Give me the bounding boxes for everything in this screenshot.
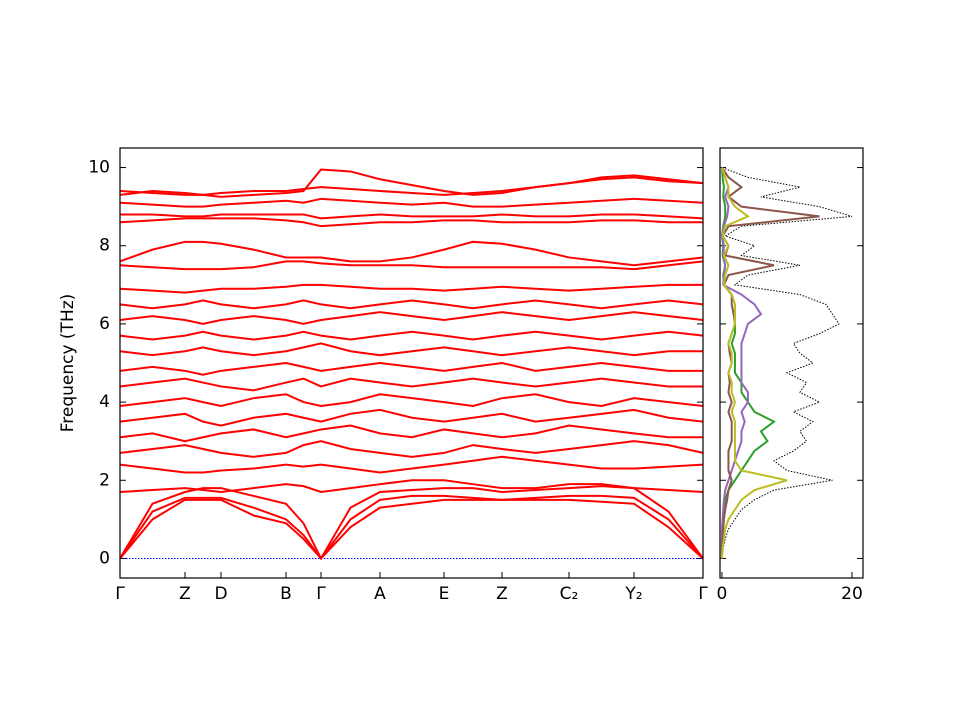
x-tick-label: E [439,584,450,604]
y-tick-label: 10 [88,158,110,178]
x-tick-label: Z [496,584,508,604]
x-tick-label: Z [179,584,191,604]
x-tick-label: Γ [115,584,125,604]
y-tick-label: 8 [99,236,110,256]
series-line [120,393,703,408]
series-line [120,197,703,208]
y-tick-label: 4 [99,392,110,412]
series-line [120,299,703,310]
x-tick-label: Γ [698,584,708,604]
series-line [120,176,703,196]
series-line [120,455,703,474]
x-tick-label: B [280,584,292,604]
series-line [120,494,703,561]
series-line [120,361,703,376]
y-tick-label: 2 [99,470,110,490]
y-tick-label: 6 [99,314,110,334]
series-line [120,377,703,392]
series-line [120,440,703,458]
x-tick-label: 0 [717,584,728,604]
series-line [720,167,788,559]
series-line [720,166,820,559]
series-line [120,479,703,494]
x-tick-label: A [374,584,386,604]
x-tick-label: Γ [316,584,326,604]
axes-frame [719,147,864,579]
series-line [120,213,703,220]
series-line [120,311,703,325]
series-line [120,240,703,267]
series-line [120,283,703,294]
series-line [120,168,703,198]
x-tick-label: Y₂ [624,584,642,604]
y-tick-label: 0 [99,548,110,568]
series-line [120,424,703,443]
series-line [120,408,703,427]
series-line [120,260,703,271]
dotted-line [721,167,853,559]
y-axis-label: Frequency (THz) [58,294,78,433]
series-line [120,498,703,560]
series-line [120,485,703,561]
x-tick-label: 20 [841,584,863,604]
series-line [120,330,703,341]
series-line [120,342,703,357]
x-tick-label: D [214,584,227,604]
series-line [120,217,703,228]
axes-frame [119,147,704,579]
x-tick-label: C₂ [560,584,579,604]
